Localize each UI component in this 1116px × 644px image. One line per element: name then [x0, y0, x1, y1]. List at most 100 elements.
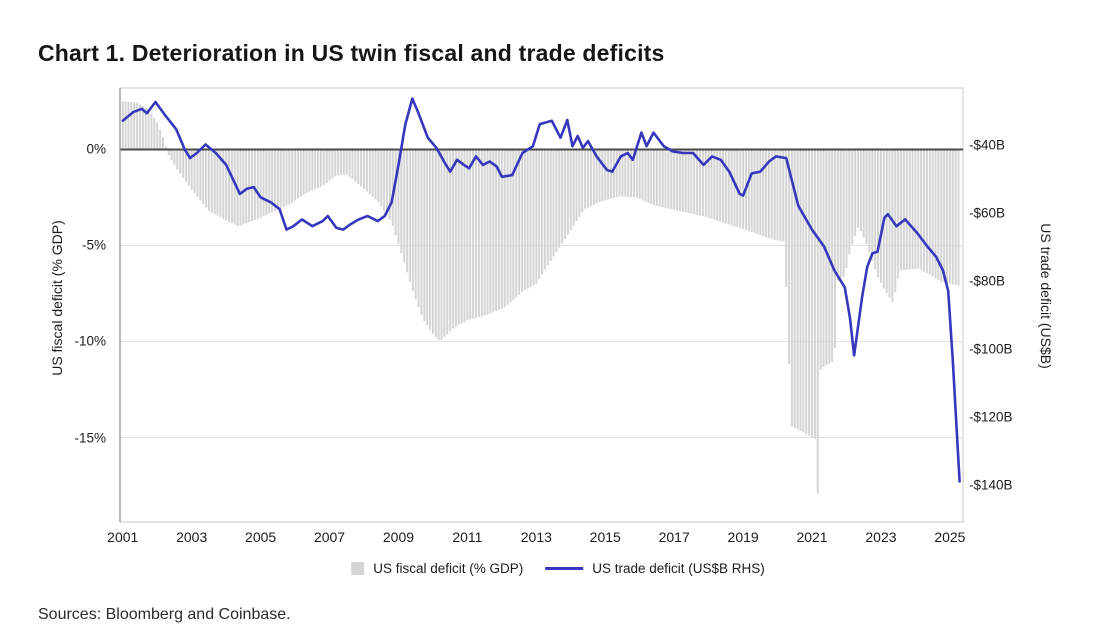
fiscal-deficit-bar — [848, 149, 851, 255]
fiscal-deficit-bar — [699, 149, 702, 216]
fiscal-deficit-bar — [337, 149, 340, 176]
fiscal-deficit-bar — [762, 149, 765, 237]
fiscal-deficit-bar — [141, 105, 144, 150]
fiscal-deficit-bar — [314, 149, 317, 190]
fiscal-deficit-bar — [713, 149, 716, 220]
fiscal-deficit-bar — [811, 149, 814, 438]
fiscal-deficit-bar — [558, 149, 561, 248]
fiscal-deficit-bar — [282, 149, 285, 208]
fiscal-deficit-bar — [523, 149, 526, 291]
fiscal-deficit-bar — [294, 149, 297, 201]
fiscal-deficit-bar — [334, 149, 337, 177]
fiscal-deficit-bar — [291, 149, 294, 203]
fiscal-deficit-bar — [538, 149, 541, 280]
fiscal-deficit-bar — [394, 149, 397, 236]
fiscal-deficit-bar — [182, 149, 185, 178]
fiscal-deficit-bar — [506, 149, 509, 305]
fiscal-deficit-bar — [793, 149, 796, 428]
fiscal-deficit-bar — [946, 149, 948, 284]
fiscal-deficit-bar — [213, 149, 216, 215]
fiscal-deficit-bar — [397, 149, 400, 245]
fiscal-deficit-bar — [434, 149, 437, 337]
x-axis-tick-label: 2011 — [452, 529, 483, 545]
fiscal-deficit-bar — [621, 149, 624, 197]
fiscal-deficit-bar — [535, 149, 538, 284]
fiscal-deficit-bar — [417, 149, 420, 308]
fiscal-deficit-bar — [512, 149, 515, 300]
fiscal-deficit-bar — [414, 149, 417, 300]
fiscal-deficit-bar — [716, 149, 719, 221]
fiscal-deficit-bar — [225, 149, 228, 221]
fiscal-deficit-bar — [756, 149, 759, 235]
fiscal-deficit-bar — [477, 149, 480, 318]
fiscal-deficit-bar — [377, 149, 380, 203]
fiscal-deficit-bar — [739, 149, 742, 229]
fiscal-deficit-bar — [210, 149, 213, 213]
fiscal-deficit-bar — [199, 149, 202, 201]
fiscal-deficit-bar — [661, 149, 664, 208]
fiscal-deficit-bar — [779, 149, 782, 241]
fiscal-deficit-bar — [279, 149, 282, 209]
fiscal-deficit-bar — [954, 149, 957, 286]
fiscal-deficit-bar — [340, 149, 343, 175]
fiscal-deficit-bar — [831, 149, 834, 362]
fiscal-deficit-bar — [647, 149, 650, 203]
fiscal-deficit-bar — [406, 149, 409, 273]
fiscal-deficit-bar — [159, 129, 162, 150]
fiscal-deficit-bar — [259, 149, 262, 218]
x-axis-tick-label: 2023 — [865, 529, 897, 545]
fiscal-deficit-bar — [408, 149, 411, 282]
fiscal-deficit-bar — [897, 149, 900, 279]
fiscal-deficit-bar — [207, 149, 210, 211]
fiscal-deficit-bar — [859, 149, 862, 232]
fiscal-deficit-bar — [520, 149, 523, 293]
fiscal-deficit-bar — [782, 149, 785, 242]
fiscal-deficit-bar — [928, 149, 931, 275]
fiscal-deficit-bar — [650, 149, 653, 205]
fiscal-deficit-bar — [403, 149, 406, 263]
fiscal-deficit-bar — [443, 149, 446, 338]
fiscal-deficit-bar — [627, 149, 630, 198]
fiscal-deficit-bar — [805, 149, 808, 435]
x-axis-tick-label: 2003 — [176, 529, 208, 545]
fiscal-deficit-bar — [454, 149, 457, 327]
fiscal-deficit-bar — [555, 149, 558, 253]
fiscal-deficit-bar — [684, 149, 687, 213]
fiscal-deficit-bar — [845, 149, 848, 269]
fiscal-deficit-bar — [888, 149, 891, 298]
fiscal-deficit-bar — [802, 149, 805, 433]
fiscal-deficit-bar — [799, 149, 802, 432]
fiscal-deficit-bar — [452, 149, 455, 329]
fiscal-deficit-bar — [196, 149, 199, 197]
fiscal-deficit-bar — [495, 149, 498, 312]
fiscal-deficit-bar — [127, 101, 130, 150]
fiscal-deficit-bar — [879, 149, 882, 283]
fiscal-deficit-bar — [147, 109, 150, 150]
line-swatch-icon — [545, 567, 584, 570]
fiscal-deficit-bar — [615, 149, 618, 198]
fiscal-deficit-bar — [532, 149, 535, 286]
fiscal-deficit-bar — [836, 149, 839, 281]
fiscal-deficit-bar — [747, 149, 750, 232]
fiscal-deficit-bar — [587, 149, 590, 208]
left-axis-tick-label: -10% — [74, 333, 106, 349]
legend-item: US fiscal deficit (% GDP) — [351, 561, 523, 576]
fiscal-deficit-bar — [302, 149, 305, 195]
fiscal-deficit-bar — [130, 102, 133, 150]
fiscal-deficit-bar — [265, 149, 268, 215]
fiscal-deficit-bar — [931, 149, 934, 277]
fiscal-deficit-bar — [604, 149, 607, 201]
fiscal-deficit-bar — [420, 149, 423, 316]
source-note: Sources: Bloomberg and Coinbase. — [38, 606, 291, 623]
fiscal-deficit-bar — [704, 149, 707, 217]
x-axis-tick-label: 2025 — [934, 529, 966, 545]
fiscal-deficit-bar — [693, 149, 696, 215]
right-axis-tick-label: -$60B — [969, 205, 1006, 221]
fiscal-deficit-bar — [325, 149, 328, 183]
fiscal-deficit-bar — [759, 149, 762, 236]
fiscal-deficit-bar — [670, 149, 673, 210]
fiscal-deficit-bar — [138, 104, 141, 150]
fiscal-deficit-bar — [767, 149, 770, 238]
fiscal-deficit-bar — [348, 149, 351, 177]
